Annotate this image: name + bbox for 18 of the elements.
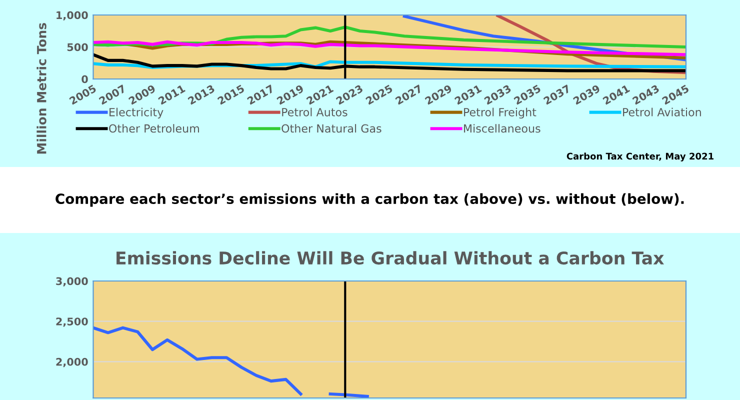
legend-label: Petrol Autos (282, 108, 348, 116)
line-series (93, 40, 686, 56)
text: Compare each sector’s emissions with a carbon tax (above) vs. without (below). (56, 193, 684, 207)
y-tick-label: 3,000 (56, 277, 88, 286)
y-tick-label: 2,500 (56, 318, 88, 327)
y-tick-label: 1,000 (56, 11, 88, 20)
legend-label: Petrol Aviation (623, 108, 701, 116)
y-tick-label: 0 (82, 75, 88, 84)
legend-label: Electricity (110, 108, 164, 119)
legend-label: Other Petroleum (109, 124, 199, 133)
text: Carbon Tax Center, May 2021 (566, 152, 714, 162)
y-axis-title: Million Metric Tons (36, 23, 46, 154)
y-tick-label: 500 (67, 43, 88, 52)
legend-label: Other Natural Gas (282, 124, 382, 133)
legend-label: Petrol Freight (464, 108, 536, 119)
y-tick-label: 2,000 (56, 358, 88, 368)
legend-label: Miscellaneous (464, 124, 540, 133)
chart-title: Emissions Decline Will Be Gradual Without a Carbon Tax (116, 251, 664, 265)
